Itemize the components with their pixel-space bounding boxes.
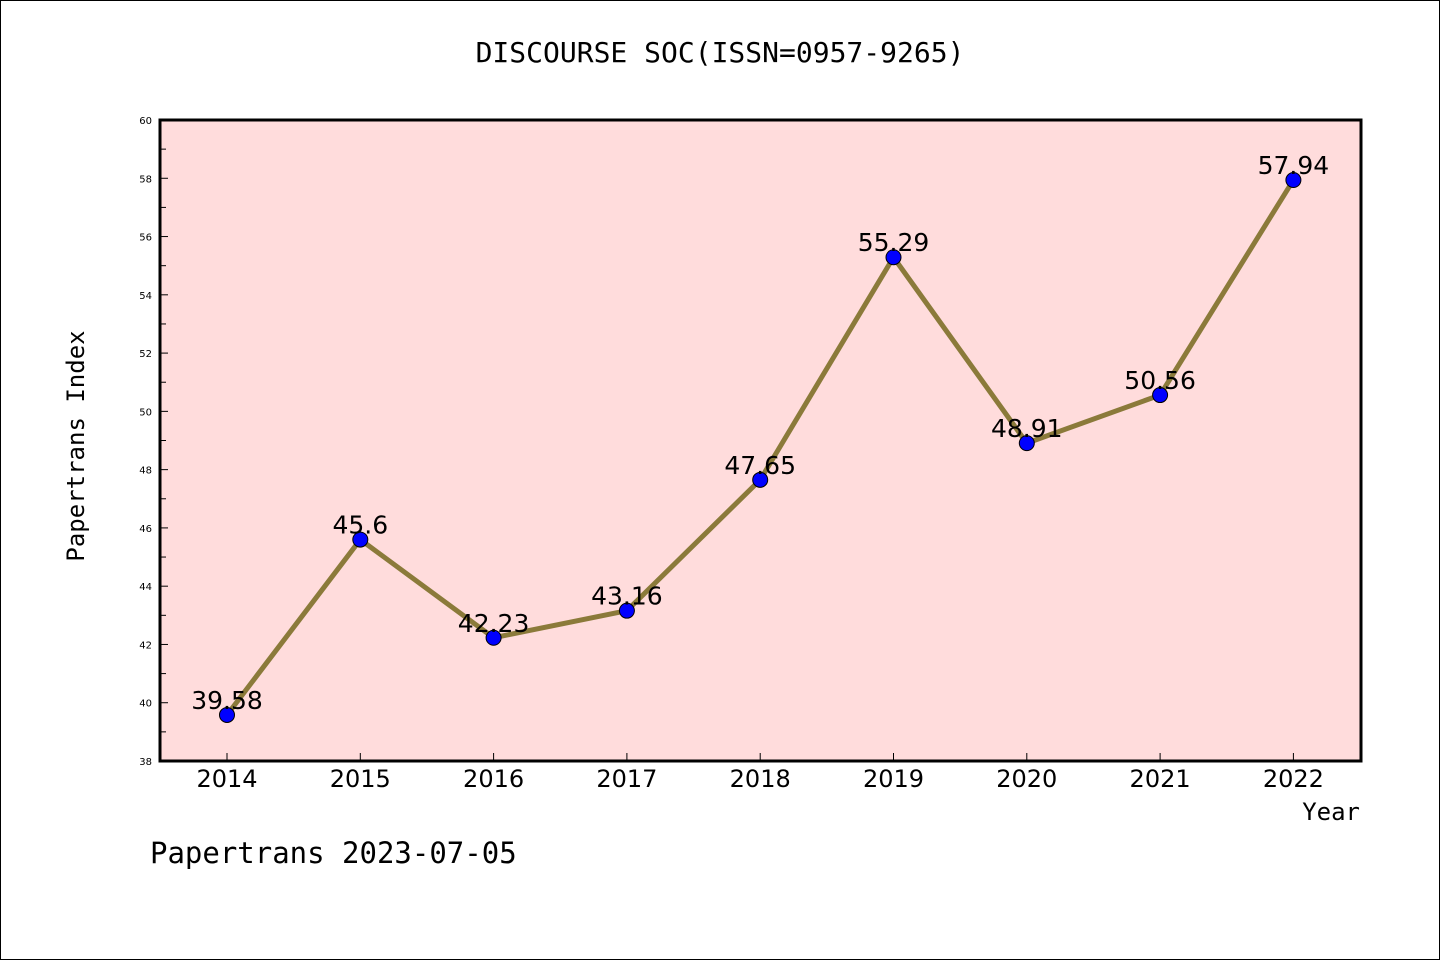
data-point	[485, 629, 502, 646]
y-tick-label: 56	[139, 233, 152, 244]
y-tick-label: 42	[139, 640, 152, 651]
x-tick-label: 2018	[730, 765, 791, 793]
chart-title: DISCOURSE SOC(ISSN=0957-9265)	[475, 36, 965, 69]
x-tick-label: 2022	[1263, 765, 1324, 793]
y-tick-label: 52	[139, 349, 152, 360]
data-point	[885, 249, 902, 266]
x-tick-label: 2017	[596, 765, 657, 793]
data-label: 50.56	[1124, 366, 1196, 395]
data-label: 47.65	[724, 451, 796, 480]
x-tick-label: 2020	[996, 765, 1057, 793]
plot-area	[158, 118, 1363, 763]
data-point	[1152, 387, 1169, 404]
x-tick-label: 2019	[863, 765, 924, 793]
data-label: 42.23	[458, 609, 530, 638]
y-tick-label: 48	[139, 466, 152, 477]
footer-caption: Papertrans 2023-07-05	[150, 836, 517, 870]
data-label: 55.29	[858, 228, 930, 257]
y-tick-label: 44	[139, 582, 152, 593]
data-label: 48.91	[991, 414, 1063, 443]
x-tick-label: 2015	[330, 765, 391, 793]
y-tick-label: 58	[139, 174, 152, 185]
x-tick-label: 2016	[463, 765, 524, 793]
data-point	[1018, 435, 1035, 452]
data-point	[752, 471, 769, 488]
data-point	[618, 602, 635, 619]
y-tick-label: 60	[139, 116, 152, 127]
y-tick-label: 46	[139, 524, 152, 535]
y-tick-label: 40	[139, 699, 152, 710]
data-label: 39.58	[191, 686, 263, 715]
data-point	[352, 531, 369, 548]
y-tick-label: 38	[139, 757, 152, 768]
data-label: 45.6	[332, 511, 388, 540]
y-tick-label: 54	[139, 291, 152, 302]
data-label: 57.94	[1258, 151, 1330, 180]
y-tick-label: 50	[139, 407, 152, 418]
data-point	[1285, 172, 1302, 189]
data-point	[219, 706, 235, 723]
x-tick-label: 2014	[196, 765, 257, 793]
data-label: 43.16	[591, 582, 663, 611]
x-axis-label: Year	[1302, 798, 1360, 826]
x-tick-label: 2021	[1130, 765, 1191, 793]
